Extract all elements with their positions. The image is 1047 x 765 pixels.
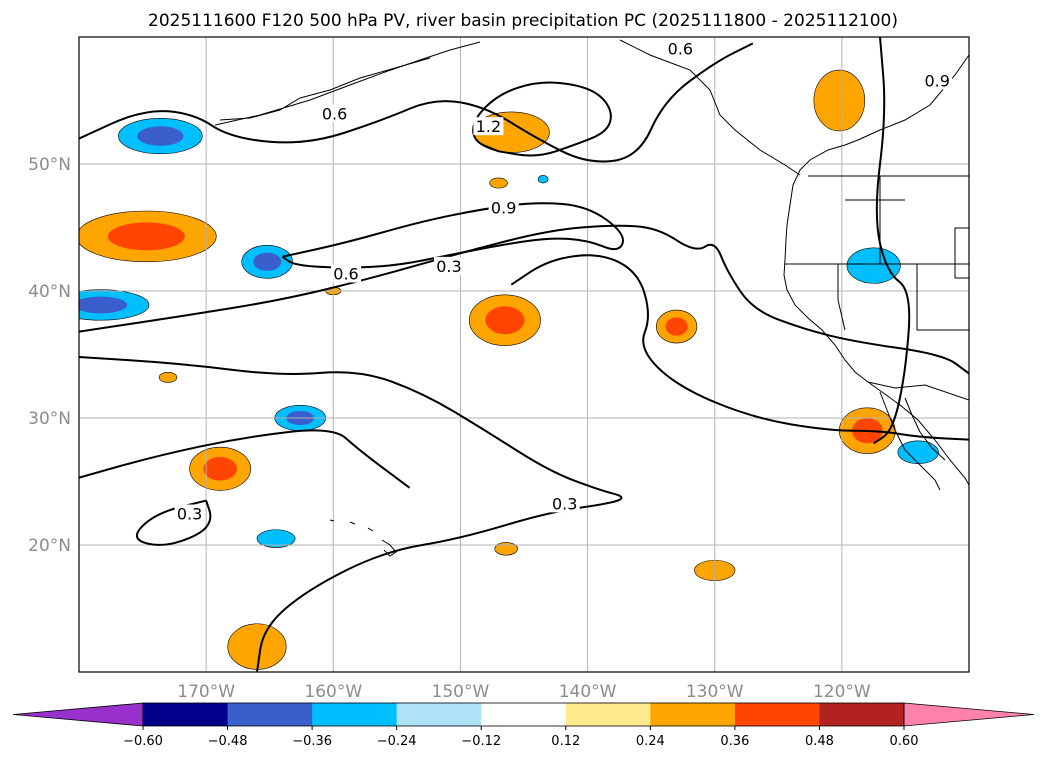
- precip-blob: [485, 306, 525, 335]
- lon-tick-label: 140°W: [559, 682, 617, 702]
- longitude-labels: 170°W 160°W 150°W 140°W 130°W 120°W: [177, 682, 871, 702]
- colorbar-segment: [227, 703, 313, 726]
- contour-label: 1.2: [476, 117, 501, 136]
- alaska-peninsula: [219, 57, 431, 121]
- precip-blob: [137, 126, 184, 146]
- contour-label-bg: [174, 504, 205, 523]
- colorbar-tick-label: 0.36: [720, 734, 749, 749]
- colorbar-segment: [481, 703, 567, 726]
- precip-blob: [227, 623, 287, 670]
- aleutian-islands: [214, 41, 481, 126]
- precip-blob: [158, 371, 178, 383]
- precip-blob: [813, 69, 866, 132]
- colorbar-tick-label: 0.48: [805, 734, 834, 749]
- colorbar-tick-label: 0.12: [551, 734, 580, 749]
- pv-contour-0.3: [79, 356, 623, 672]
- colorbar-extend-low: [12, 702, 144, 727]
- lat-tick-label: 50°N: [28, 155, 71, 175]
- lat-tick-label: 40°N: [28, 282, 71, 302]
- contour-label: 0.3: [552, 494, 577, 513]
- precip-blob: [253, 252, 282, 271]
- pv-contour-0.9: [281, 202, 624, 269]
- contour-label: 0.6: [333, 264, 358, 283]
- lon-tick-label: 170°W: [177, 682, 235, 702]
- lon-tick-label: 150°W: [432, 682, 490, 702]
- alaska-coastline: [619, 39, 801, 176]
- contour-label-bg: [331, 264, 361, 283]
- precip-blob: [846, 247, 901, 284]
- state-borders: [785, 176, 969, 331]
- pv-contour-1.2: [472, 81, 612, 157]
- colorbar-segment: [565, 703, 651, 726]
- contour-label-bg: [433, 256, 464, 275]
- north-america-coastline: [783, 54, 969, 486]
- contour-label: 0.6: [322, 104, 347, 123]
- precip-blob: [489, 177, 508, 189]
- lon-tick-label: 160°W: [304, 682, 362, 702]
- pv-contour-0.3: [79, 429, 411, 489]
- colorbar-segment: [312, 703, 398, 726]
- colorbar-tick-label: −0.60: [123, 734, 163, 749]
- colorbar-outline: [142, 702, 905, 727]
- precip-blob: [107, 222, 185, 251]
- colorbar-segment: [143, 703, 229, 726]
- colorbar-tick-label: −0.24: [377, 734, 417, 749]
- precip-blob: [256, 529, 296, 548]
- colorbar-segment: [650, 703, 736, 726]
- pv-contours: [79, 37, 969, 672]
- map-frame: [78, 36, 970, 673]
- lat-tick-label: 30°N: [28, 409, 71, 429]
- contour-label: 0.3: [177, 505, 202, 524]
- colorbar-tick-label: −0.36: [292, 734, 332, 749]
- pv-contour-0.6: [873, 37, 911, 445]
- colorbar-tick-label: 0.24: [636, 734, 665, 749]
- colorbar-segment: [734, 703, 820, 726]
- contour-label: 0.3: [436, 257, 461, 276]
- pv-contour-0.6: [79, 224, 969, 375]
- gridlines: [79, 37, 969, 672]
- lon-tick-label: 120°W: [813, 682, 871, 702]
- colorbar-ticks: −0.60 −0.48 −0.36 −0.24 −0.12 0.12 0.24 0.36 0.4…: [123, 726, 918, 749]
- contour-label-bg: [319, 104, 350, 123]
- coastlines-and-borders: [214, 39, 969, 557]
- latitude-labels: 50°N 40°N 30°N 20°N: [28, 155, 71, 556]
- contour-label-bg: [922, 71, 953, 90]
- precip-blob: [897, 440, 939, 465]
- contour-label: 0.9: [924, 71, 949, 90]
- gulf-of-california-coast: [904, 397, 946, 461]
- colorbar-extend-high: [903, 702, 1035, 727]
- precip-blob: [537, 175, 549, 184]
- baja-california-coast: [879, 391, 941, 491]
- precip-blob: [203, 456, 237, 481]
- colorbar: [12, 702, 1035, 727]
- pv-contour-0.6: [79, 42, 754, 163]
- lat-tick-label: 20°N: [28, 536, 71, 556]
- lon-tick-label: 130°W: [686, 682, 744, 702]
- contour-label-bg: [549, 494, 580, 513]
- colorbar-tick-label: 0.60: [890, 734, 919, 749]
- hawaiian-islands: [329, 519, 397, 557]
- contour-label: 0.6: [668, 40, 693, 59]
- contour-label-bg: [488, 198, 519, 217]
- precip-blob: [665, 317, 688, 336]
- precip-blob: [494, 542, 518, 556]
- colorbar-segment: [396, 703, 482, 726]
- us-mexico-border: [867, 381, 969, 401]
- colorbar-segment: [819, 703, 905, 726]
- contour-label-bg: [473, 117, 504, 136]
- contour-label: 0.9: [491, 198, 516, 217]
- contour-label-bg: [665, 39, 696, 58]
- chart-title: 2025111600 F120 500 hPa PV, river basin …: [148, 11, 898, 31]
- contour-labels: 0.6 0.9 0.6 1.2 0.9 0.6 0.3 0.3 0.3: [174, 39, 953, 524]
- colorbar-tick-label: −0.12: [461, 734, 501, 749]
- precipitation-shading: [79, 69, 939, 670]
- precip-blob: [79, 296, 128, 314]
- colorbar-tick-label: −0.48: [208, 734, 248, 749]
- pv-contour-0.3: [510, 254, 969, 441]
